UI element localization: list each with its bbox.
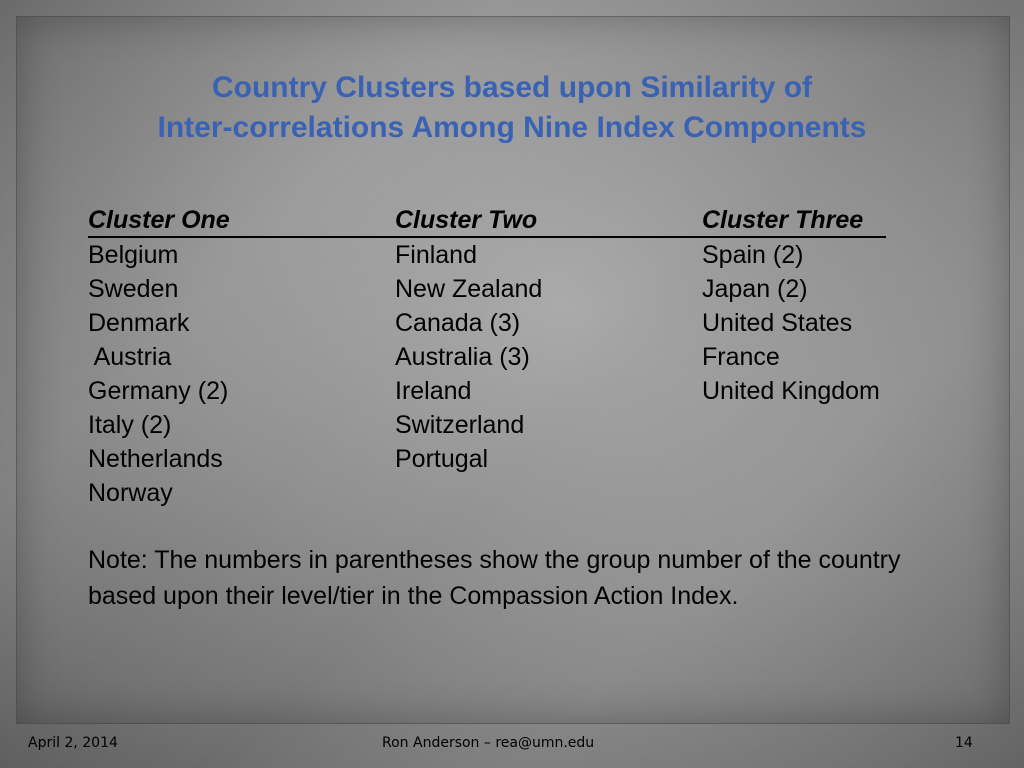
cluster-header: Cluster Three [702,203,886,238]
slide-title: Country Clusters based upon Similarity o… [0,68,1024,148]
slide-title-line-1: Country Clusters based upon Similarity o… [211,71,813,104]
country-item: Germany (2) [88,377,229,405]
cluster-header: Cluster One [88,203,395,238]
country-item: Japan (2) [702,275,808,303]
country-item: Canada (3) [395,309,521,337]
country-item: Netherlands [88,445,223,473]
cluster-header: Cluster Two [395,203,702,238]
country-item: France [702,343,780,371]
slide-number: 14 [955,735,973,751]
country-item: Australia (3) [395,343,530,371]
cluster-column-three: Cluster Three Spain (2) Japan (2) United… [702,203,922,408]
country-item: United Kingdom [702,377,880,405]
country-item: Spain (2) [702,241,804,269]
country-item: Switzerland [395,411,525,439]
country-item: United States [702,309,853,337]
footer-author: Ron Anderson – rea@umn.edu [382,735,595,751]
country-item: Portugal [395,445,489,473]
country-item: Sweden [88,275,179,303]
country-item: New Zealand [395,275,543,303]
country-item: Denmark [88,309,190,337]
country-item: Norway [88,479,173,507]
country-item: Ireland [395,377,472,405]
footnote-text: Note: The numbers in parentheses show th… [88,546,901,610]
country-item: Italy (2) [88,411,172,439]
cluster-column-two: Cluster Two Finland New Zealand Canada (… [395,203,702,476]
country-item: Belgium [88,241,179,269]
footer-date: April 2, 2014 [28,735,118,751]
cluster-column-one: Cluster One Belgium Sweden Denmark Austr… [88,203,395,510]
country-item: Finland [395,241,477,269]
slide-title-line-2: Inter-correlations Among Nine Index Comp… [157,111,867,144]
country-item: Austria [88,343,172,371]
